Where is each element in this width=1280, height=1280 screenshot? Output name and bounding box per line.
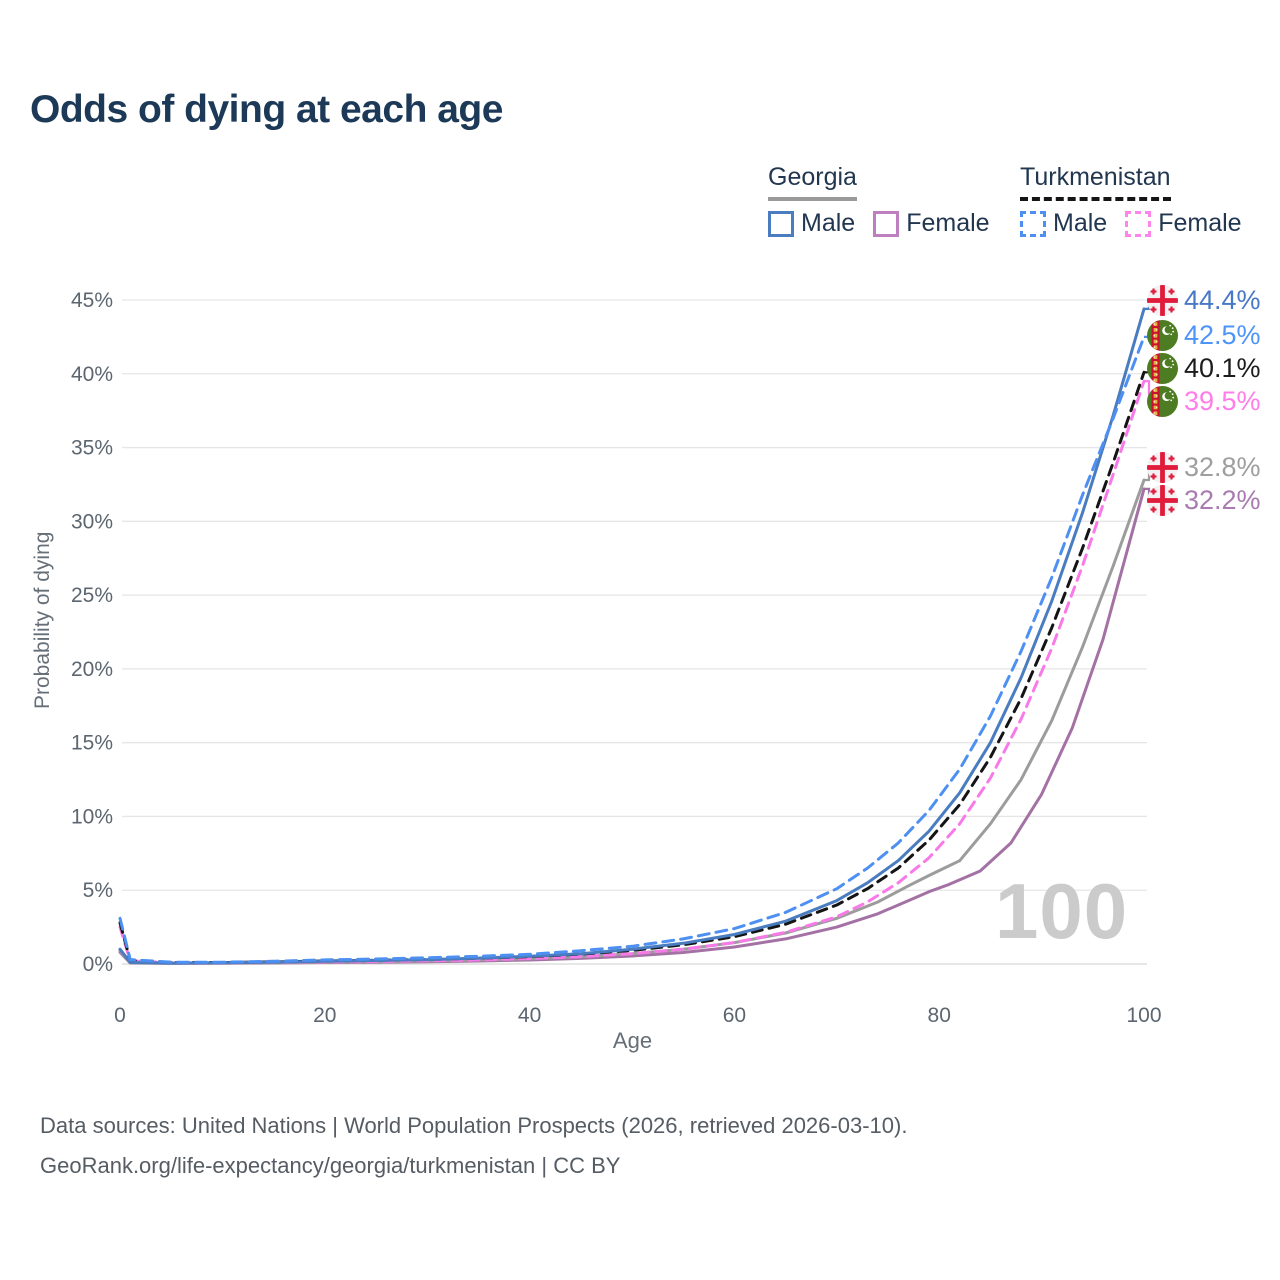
end-label-georgia-both: 32.8% (1147, 450, 1261, 484)
georgia-male-swatch-icon (768, 210, 794, 237)
end-label-value: 40.1% (1184, 352, 1261, 383)
end-label-value: 32.8% (1184, 451, 1261, 482)
x-tick-60: 60 (723, 1004, 746, 1027)
end-label-georgia-female: 32.2% (1147, 483, 1261, 517)
x-tick-100: 100 (1126, 1004, 1161, 1027)
x-tick-20: 20 (313, 1004, 336, 1027)
legend-title-turkmenistan: Turkmenistan (1020, 163, 1171, 201)
y-tick-45: 45% (71, 289, 113, 312)
footer-attribution: GeoRank.org/life-expectancy/georgia/turk… (40, 1153, 621, 1179)
x-tick-80: 80 (928, 1004, 951, 1027)
y-tick-25: 25% (71, 584, 113, 607)
footer-data-sources: Data sources: United Nations | World Pop… (40, 1113, 908, 1138)
y-tick-40: 40% (71, 363, 113, 386)
y-tick-10: 10% (71, 805, 113, 828)
georgia-flag-icon (1147, 451, 1178, 483)
y-axis-title: Probability of dying (31, 531, 54, 709)
x-tick-0: 0 (114, 1004, 126, 1027)
turkmenistan-male-swatch-icon (1020, 210, 1046, 237)
turkmenistan-female-swatch-icon (1125, 210, 1152, 237)
series-line-georgia-female (118, 487, 1146, 965)
legend-label-georgia-male: Male (801, 209, 856, 237)
series-line-georgia-male (118, 307, 1146, 965)
end-label-turkmenistan-both: 40.1% (1147, 351, 1261, 385)
y-tick-20: 20% (71, 658, 113, 681)
end-label-value: 39.5% (1184, 385, 1261, 416)
georgia-flag-icon (1147, 284, 1178, 316)
legend-item-turkmenistan-female[interactable]: Female (1125, 209, 1242, 238)
legend-label-georgia-female: Female (906, 209, 990, 237)
y-tick-5: 5% (83, 879, 113, 902)
legend-title-georgia: Georgia (768, 163, 857, 201)
legend-item-georgia-female[interactable]: Female (873, 209, 990, 238)
x-tick-40: 40 (518, 1004, 541, 1027)
end-label-value: 44.4% (1184, 284, 1261, 315)
end-label-turkmenistan-male: 42.5% (1147, 318, 1261, 352)
y-tick-0: 0% (83, 953, 113, 976)
y-tick-35: 35% (71, 437, 113, 460)
legend-label-turkmenistan-male: Male (1053, 209, 1108, 237)
turkmenistan-flag-icon (1147, 385, 1178, 417)
x-axis-title: Age (612, 1028, 653, 1053)
legend-label-turkmenistan-female: Female (1158, 209, 1242, 237)
legend-item-georgia-male[interactable]: Male (768, 209, 855, 238)
page-title: Odds of dying at each age (30, 88, 503, 131)
end-label-value: 32.2% (1184, 484, 1261, 515)
series-line-turkmenistan-both (118, 370, 1146, 964)
y-tick-30: 30% (71, 510, 113, 533)
series-line-turkmenistan-male (118, 335, 1146, 964)
end-label-turkmenistan-female: 39.5% (1147, 384, 1261, 418)
footer: Data sources: United Nations | World Pop… (40, 1106, 907, 1186)
end-label-georgia-male: 44.4% (1147, 283, 1261, 317)
turkmenistan-flag-icon (1147, 319, 1178, 351)
turkmenistan-flag-icon (1147, 352, 1178, 384)
hover-age-watermark: 100 (995, 867, 1129, 955)
legend-group-turkmenistan: Turkmenistan Male Female (1020, 163, 1242, 238)
georgia-flag-icon (1147, 484, 1178, 516)
legend-group-georgia: Georgia Male Female (768, 163, 990, 238)
georgia-female-swatch-icon (873, 210, 900, 237)
series-line-turkmenistan-female (118, 379, 1146, 965)
legend-item-turkmenistan-male[interactable]: Male (1020, 209, 1107, 238)
end-label-value: 42.5% (1184, 319, 1261, 350)
y-tick-15: 15% (71, 732, 113, 755)
